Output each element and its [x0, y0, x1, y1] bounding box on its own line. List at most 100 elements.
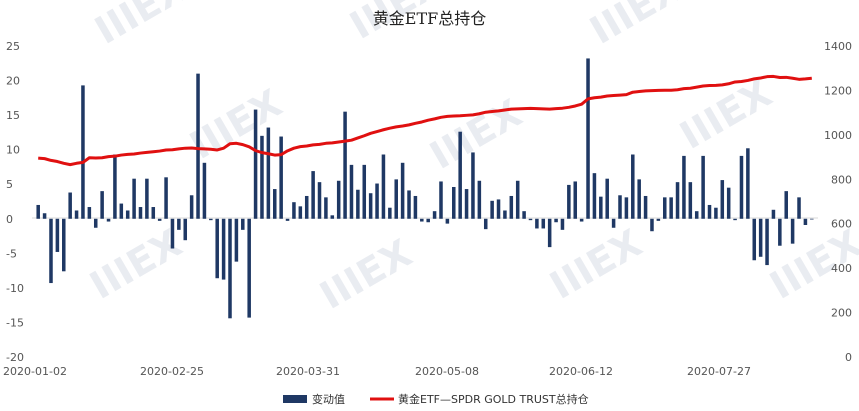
bar-change-value [317, 182, 322, 219]
y-left-tick-label: 5 [6, 178, 13, 191]
bar-change-value [611, 218, 616, 228]
y-left-tick-label: 20 [6, 75, 20, 88]
bar-change-value [663, 197, 667, 219]
bar-change-value [426, 218, 430, 223]
bar-change-value [445, 218, 450, 224]
bar-change-value [784, 191, 788, 219]
legend-label-line: 黄金ETF—SPDR GOLD TRUST总持仓 [398, 392, 589, 406]
bar-change-value [669, 197, 673, 219]
bar-change-value [279, 136, 283, 219]
y-right-tick-label: 1400 [824, 40, 852, 53]
bar-change-value [209, 218, 213, 221]
bar-change-value [375, 183, 379, 219]
bar-change-value [503, 210, 507, 219]
bar-change-value [682, 155, 686, 219]
bar-change-value [266, 127, 271, 219]
right-axis-ticks: 1400 1200 1000 800 600 400 200 0 [824, 40, 852, 364]
bar-change-value [119, 203, 124, 219]
bar-change-value [151, 207, 156, 219]
bar-change-value [733, 218, 737, 221]
bar-change-value [324, 197, 328, 219]
bar-change-value [394, 179, 398, 219]
legend-label-bar: 变动值 [312, 392, 345, 406]
y-left-tick-label: 25 [6, 40, 20, 53]
bar-change-value [675, 182, 680, 219]
watermark-logo: IIIEX [423, 91, 530, 178]
bar-change-value [458, 131, 462, 219]
bar-change-value [522, 211, 526, 219]
y-right-tick-label: 200 [831, 307, 852, 320]
y-right-tick-label: 800 [831, 173, 852, 186]
bar-change-value [330, 215, 335, 219]
bar-change-value [113, 154, 117, 219]
bar-change-value [535, 218, 539, 229]
bar-change-value [631, 154, 635, 219]
bar-change-value [170, 218, 175, 249]
bar-change-value [157, 218, 162, 221]
y-right-tick-label: 1000 [824, 129, 852, 142]
bar-change-value [765, 218, 769, 266]
y-right-tick-label: 0 [845, 351, 852, 364]
bar-change-value [509, 195, 514, 219]
bar-change-value [145, 178, 149, 219]
bar-change-value [311, 171, 315, 219]
bar-change-value [253, 109, 258, 219]
bar-change-value [464, 189, 469, 219]
bar-change-value [586, 58, 590, 219]
bar-change-value [656, 218, 661, 221]
bar-change-value [74, 210, 79, 219]
bar-change-value [368, 193, 373, 219]
bar-change-value [528, 218, 533, 221]
bar-change-value [567, 184, 571, 219]
bar-change-value [221, 218, 226, 280]
watermark-logo: IIIEX [313, 231, 420, 318]
bar-change-value [554, 218, 558, 223]
bar-change-value [452, 186, 456, 219]
bar-change-value [599, 196, 603, 219]
x-tick-label: 2020-06-12 [549, 365, 613, 378]
bar-change-value [388, 207, 392, 219]
watermark-logo: IIIEX [583, 0, 690, 53]
bar-change-value [746, 148, 750, 219]
bar-change-value [234, 218, 239, 262]
bar-change-value [55, 218, 60, 252]
legend: 变动值 黄金ETF—SPDR GOLD TRUST总持仓 [283, 392, 589, 406]
bar-change-value [343, 111, 347, 219]
bar-change-value [496, 199, 501, 219]
bar-change-value [247, 218, 251, 318]
bar-change-value [810, 218, 814, 220]
chart-title: 黄金ETF总持仓 [373, 9, 486, 28]
bar-change-value [125, 210, 130, 219]
x-tick-label: 2020-01-02 [3, 365, 67, 378]
bar-change-value [298, 206, 303, 219]
bar-change-value [803, 218, 808, 225]
bar-change-value [758, 218, 763, 257]
bar-change-value [515, 180, 520, 219]
bar-change-value [241, 218, 245, 230]
bar-change-value [592, 173, 597, 219]
bar-change-value [477, 180, 482, 219]
x-axis-ticks: 2020-01-02 2020-02-25 2020-03-31 2020-05-08… [3, 365, 751, 378]
bar-change-value [720, 180, 725, 219]
bar-change-value [49, 218, 53, 284]
y-left-tick-label: 10 [6, 144, 20, 157]
y-left-tick-label: -20 [6, 351, 24, 364]
bar-change-value [215, 218, 219, 279]
bar-change-value [624, 197, 629, 219]
bar-change-value [36, 204, 40, 219]
y-right-tick-label: 400 [831, 262, 852, 275]
bar-change-value [362, 164, 367, 219]
bar-change-value [739, 155, 744, 219]
left-axis-ticks: 25 20 15 10 5 0 -5 -10 -15 -20 [6, 40, 24, 364]
bar-change-value [420, 218, 424, 222]
bar-change-value [483, 218, 488, 230]
bar-change-value [164, 177, 168, 219]
x-tick-label: 2020-07-27 [687, 365, 751, 378]
bar-change-value [132, 178, 136, 219]
bar-change-value [62, 218, 66, 272]
bar-series [36, 58, 814, 319]
bar-change-value [707, 204, 712, 219]
bar-change-value [356, 189, 360, 219]
y-left-tick-label: 0 [6, 213, 13, 226]
bar-change-value [752, 218, 757, 261]
